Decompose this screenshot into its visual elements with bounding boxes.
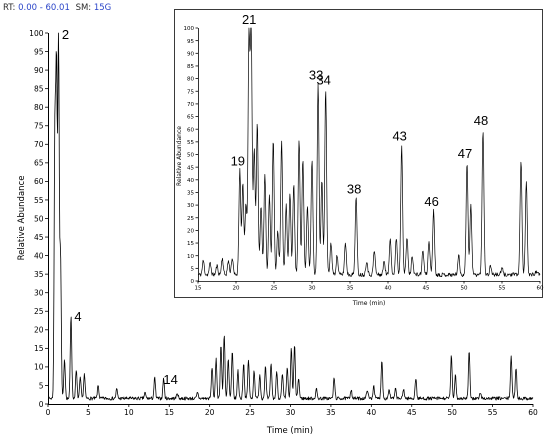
inset-x-tick-label: 45 <box>423 286 430 292</box>
inset-x-tick-label: 15 <box>195 286 202 292</box>
sm-value: 15G <box>93 3 112 13</box>
inset-x-tick-label: 25 <box>271 286 278 292</box>
main-y-tick-label: 40 <box>34 251 44 260</box>
main-x-tick-label: 45 <box>407 408 417 417</box>
inset-y-tick-label: 50 <box>187 153 194 159</box>
inset-chromatogram: 15 20 25 30 35 40 45 50 55 60 0 5 10 15 20 25 30 35 40 45 5… <box>174 9 544 307</box>
main-y-tick-label: 70 <box>34 140 44 149</box>
inset-y-tick-label: 75 <box>187 89 194 95</box>
inset-y-tick-label: 10 <box>187 254 194 260</box>
main-y-tick-label: 85 <box>34 84 44 93</box>
main-y-tick-label: 75 <box>34 122 44 131</box>
inset-x-tick-label: 35 <box>347 286 354 292</box>
peak-label: 34 <box>316 73 330 88</box>
main-x-tick-label: 55 <box>488 408 498 417</box>
main-x-tick-label: 10 <box>124 408 134 417</box>
inset-y-tick-label: 5 <box>191 266 195 272</box>
sm-label: SM: <box>75 3 92 13</box>
main-x-tick-label: 50 <box>447 408 457 417</box>
inset-y-tick-label: 85 <box>187 64 194 70</box>
main-y-tick-label: 15 <box>34 344 44 353</box>
main-x-tick-label: 30 <box>286 408 296 417</box>
main-y-tick-label: 50 <box>34 214 44 223</box>
main-y-tick-label: 55 <box>34 196 44 205</box>
main-x-tick-label: 40 <box>367 408 377 417</box>
main-peak-labels: 2 4 14 <box>62 27 178 387</box>
inset-x-tick-label: 50 <box>461 286 468 292</box>
peak-label: 43 <box>392 128 406 143</box>
inset-x-tick-label: 60 <box>537 286 544 292</box>
range-header: RT: 0.00 - 60.01 SM: 15G <box>3 3 111 13</box>
peak-label: 38 <box>347 182 361 197</box>
rt-value: 0.00 - 60.01 <box>18 3 70 13</box>
inset-y-tick-label: 70 <box>187 102 194 108</box>
main-y-tick-label: 0 <box>39 400 44 409</box>
inset-y-tick-label: 95 <box>187 39 194 45</box>
main-y-tick-label: 10 <box>34 363 44 372</box>
peak-label: 48 <box>474 113 488 128</box>
inset-y-tick-label: 25 <box>187 216 194 222</box>
peak-label: 47 <box>458 146 472 161</box>
peak-label: 46 <box>424 194 438 209</box>
inset-y-ticks: 0 5 10 15 20 25 30 35 40 45 50 55 60 65 70 75 80 85 90 95 10… <box>184 26 198 285</box>
peak-label: 33 <box>309 68 323 83</box>
main-y-tick-label: 45 <box>34 233 44 242</box>
inset-x-tick-label: 20 <box>233 286 240 292</box>
main-y-ticks: 0 5 10 15 20 25 30 35 40 45 50 55 60 65 70 75 80 85 90 95 10… <box>29 29 48 409</box>
inset-y-axis-title: Relative Abundance <box>176 126 183 186</box>
inset-x-tick-label: 55 <box>499 286 506 292</box>
main-y-tick-label: 35 <box>34 270 44 279</box>
main-y-tick-label: 20 <box>34 326 44 335</box>
main-y-tick-label: 80 <box>34 103 44 112</box>
main-y-tick-label: 30 <box>34 289 44 298</box>
main-chromatogram: 0 5 10 15 20 25 30 35 40 45 50 55 60 051015202530354… <box>17 27 538 436</box>
peak-label: 2 <box>62 27 69 42</box>
main-x-axis-title: Time (min) <box>266 426 313 436</box>
main-x-tick-label: 5 <box>86 408 91 417</box>
inset-y-tick-label: 80 <box>187 77 194 83</box>
main-y-tick-label: 5 <box>39 381 44 390</box>
main-x-tick-label: 60 <box>528 408 538 417</box>
main-x-tick-label: 0 <box>46 408 51 417</box>
inset-x-ticks: 15 20 25 30 35 40 45 50 55 60 <box>195 281 544 292</box>
inset-y-tick-label: 90 <box>187 51 194 57</box>
main-y-tick-label: 90 <box>34 66 44 75</box>
main-x-tick-label: 25 <box>245 408 255 417</box>
inset-y-tick-label: 20 <box>187 229 194 235</box>
peak-label: 14 <box>163 372 177 387</box>
inset-y-tick-label: 65 <box>187 115 194 121</box>
inset-y-tick-label: 60 <box>187 127 194 133</box>
main-y-tick-label: 100 <box>29 29 44 38</box>
inset-y-tick-label: 15 <box>187 241 194 247</box>
rt-label: RT: <box>3 3 16 13</box>
peak-label: 4 <box>74 309 81 324</box>
inset-x-tick-label: 30 <box>309 286 316 292</box>
main-y-tick-label: 60 <box>34 177 44 186</box>
inset-y-tick-label: 55 <box>187 140 194 146</box>
peak-label: 21 <box>242 12 256 27</box>
inset-y-tick-label: 35 <box>187 191 194 197</box>
peak-label: 19 <box>231 154 245 169</box>
main-trace <box>47 32 534 401</box>
inset-y-tick-label: 100 <box>184 26 195 32</box>
inset-y-tick-label: 30 <box>187 203 194 209</box>
main-x-tick-label: 20 <box>205 408 215 417</box>
main-y-tick-label: 95 <box>34 47 44 56</box>
main-x-tick-label: 15 <box>164 408 174 417</box>
inset-x-tick-label: 40 <box>385 286 392 292</box>
inset-trace <box>197 27 541 278</box>
inset-y-tick-label: 45 <box>187 165 194 171</box>
main-y-axis-title: Relative Abundance <box>17 176 27 261</box>
inset-x-axis-title: Time (min) <box>352 300 386 307</box>
inset-y-tick-label: 40 <box>187 178 194 184</box>
main-x-ticks: 0 5 10 15 20 25 30 35 40 45 50 55 60 <box>46 404 538 417</box>
inset-y-tick-label: 0 <box>191 279 195 285</box>
main-x-tick-label: 35 <box>326 408 336 417</box>
main-y-tick-label: 65 <box>34 159 44 168</box>
main-y-tick-label: 25 <box>34 307 44 316</box>
